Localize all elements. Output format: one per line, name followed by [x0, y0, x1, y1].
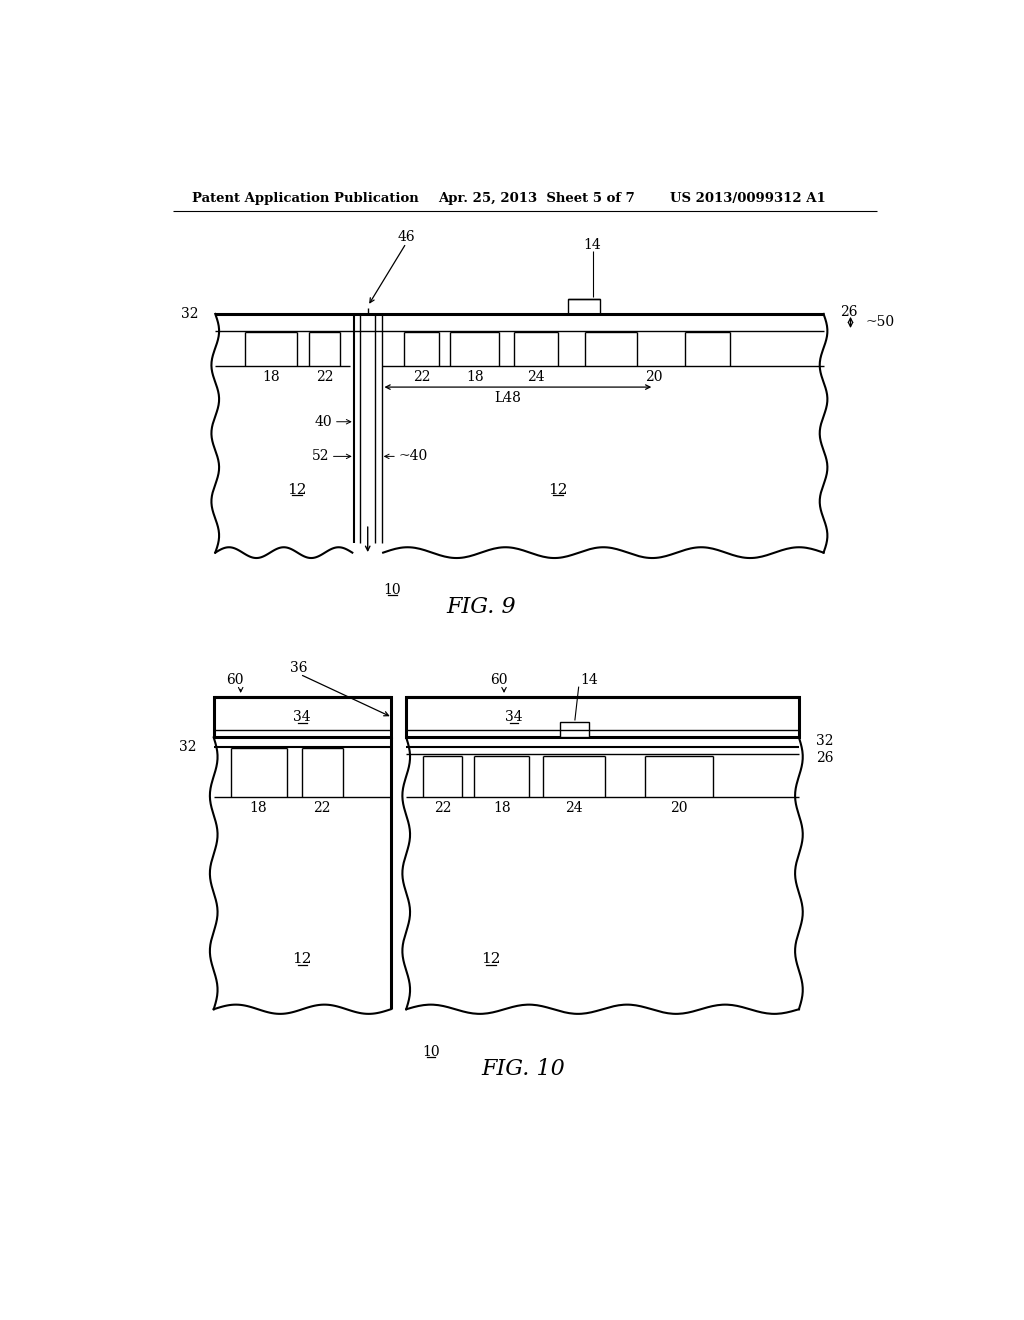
Text: 26: 26 [816, 751, 834, 766]
Text: 22: 22 [313, 801, 331, 816]
Text: 46: 46 [397, 230, 415, 244]
Text: 12: 12 [548, 483, 567, 496]
Text: Patent Application Publication: Patent Application Publication [193, 191, 419, 205]
Text: L48: L48 [495, 391, 521, 405]
Text: ~50: ~50 [866, 315, 895, 330]
Bar [214, 697, 391, 738]
Text: 20: 20 [645, 370, 663, 384]
Text: 20: 20 [670, 801, 687, 816]
Bar [407, 697, 799, 738]
Text: 52: 52 [311, 449, 330, 463]
Text: 18: 18 [466, 370, 483, 384]
Text: 18: 18 [493, 801, 511, 816]
Text: 10: 10 [422, 1044, 439, 1059]
Text: 14: 14 [580, 673, 598, 688]
Text: 60: 60 [489, 673, 507, 688]
Text: Apr. 25, 2013  Sheet 5 of 7: Apr. 25, 2013 Sheet 5 of 7 [438, 191, 635, 205]
Text: 22: 22 [413, 370, 430, 384]
Text: 18: 18 [250, 801, 267, 816]
Text: 14: 14 [584, 238, 601, 252]
Text: FIG. 10: FIG. 10 [481, 1057, 565, 1080]
Text: 26: 26 [841, 305, 858, 319]
Text: 12: 12 [481, 952, 501, 966]
Text: 32: 32 [181, 308, 199, 321]
Text: 34: 34 [505, 710, 523, 725]
Text: 36: 36 [290, 661, 307, 675]
Text: 22: 22 [315, 370, 334, 384]
Text: 24: 24 [527, 370, 545, 384]
Text: 12: 12 [293, 952, 312, 966]
Text: 12: 12 [287, 483, 306, 496]
Bar [568, 298, 600, 314]
Text: 40: 40 [314, 414, 333, 429]
Text: US 2013/0099312 A1: US 2013/0099312 A1 [670, 191, 825, 205]
Bar [560, 722, 590, 738]
Text: 60: 60 [226, 673, 244, 688]
Text: 22: 22 [433, 801, 452, 816]
Text: FIG. 9: FIG. 9 [446, 595, 516, 618]
Text: 24: 24 [565, 801, 583, 816]
Text: 32: 32 [816, 734, 834, 747]
Text: 34: 34 [294, 710, 311, 725]
Text: 18: 18 [262, 370, 280, 384]
Text: 32: 32 [179, 739, 197, 754]
Text: 10: 10 [384, 582, 401, 597]
Text: ~40: ~40 [398, 449, 428, 463]
